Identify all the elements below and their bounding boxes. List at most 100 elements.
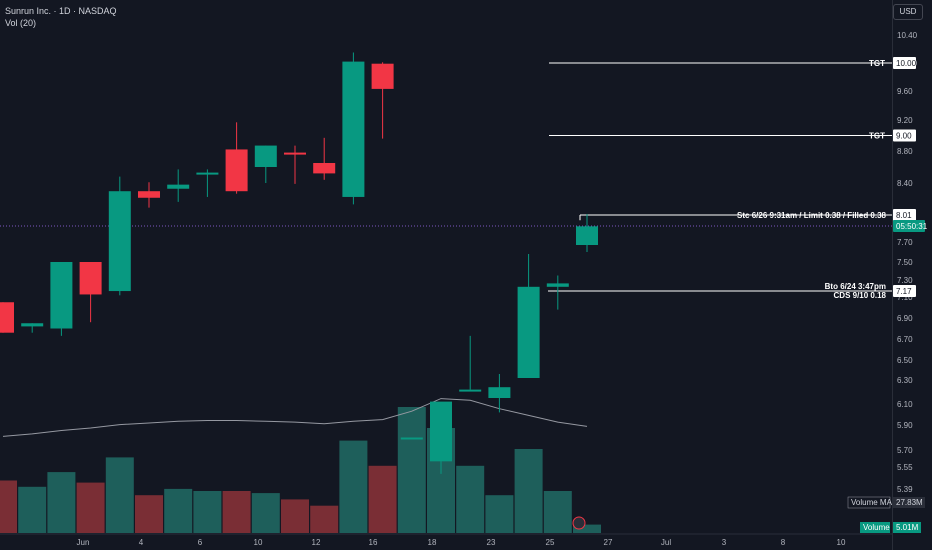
candle-body	[371, 63, 394, 89]
y-tick-label: 7.30	[897, 276, 913, 285]
y-tick-label: 9.20	[897, 116, 913, 125]
y-tick-label: 5.55	[897, 463, 913, 472]
volume-value: 5.01M	[896, 523, 919, 532]
y-tick-label: 9.60	[897, 87, 913, 96]
x-tick-label: 23	[487, 538, 496, 547]
x-tick-label: 16	[369, 538, 378, 547]
volume-bar	[105, 457, 134, 533]
x-tick-label: 10	[254, 538, 263, 547]
volume-ma-label: Volume MA	[851, 498, 893, 507]
y-tick-label: 6.90	[897, 314, 913, 323]
y-tick-label: 8.80	[897, 147, 913, 156]
y-tick-label: 6.10	[897, 400, 913, 409]
y-tick-label: 5.70	[897, 446, 913, 455]
x-tick-label: 12	[312, 538, 321, 547]
volume-bar	[397, 407, 426, 533]
volume-bar	[47, 472, 76, 533]
currency-button[interactable]: USD	[893, 4, 923, 20]
volume-label: Volume	[863, 523, 890, 532]
tgt-high-price-tag-bg	[893, 57, 916, 69]
volume-bar	[310, 505, 339, 533]
candle-body	[21, 323, 44, 327]
price-scale-divider	[892, 0, 893, 550]
volume-bar	[573, 524, 601, 533]
volume-bar	[456, 465, 485, 533]
volume-bar	[18, 486, 47, 533]
volume-bar	[135, 495, 163, 533]
x-tick-label: 6	[198, 538, 203, 547]
volume-bar	[164, 488, 193, 533]
x-tick-label: Jun	[77, 538, 90, 547]
candle-body	[167, 184, 190, 189]
x-tick-label: 27	[604, 538, 613, 547]
candle-body	[196, 172, 219, 175]
candle-body	[108, 191, 131, 292]
volume-value-bg	[893, 522, 921, 533]
x-tick-label: 3	[722, 538, 727, 547]
x-tick-label: Jul	[661, 538, 671, 547]
volume-label-bg	[860, 522, 890, 533]
candle-body	[138, 191, 160, 198]
candle-body	[430, 401, 452, 462]
event-marker-icon	[572, 516, 586, 530]
y-tick-label: 7.10	[897, 293, 913, 302]
x-tick-label: 25	[546, 538, 555, 547]
countdown-tag-bg	[893, 220, 925, 232]
volume-bar	[222, 491, 251, 533]
volume-bar	[0, 480, 17, 533]
symbol-title[interactable]: Sunrun Inc. · 1D · NASDAQ	[5, 6, 117, 16]
y-tick-label: 7.70	[897, 238, 913, 247]
candle-body	[0, 302, 14, 333]
cds-label: CDS 9/10 0.18	[834, 291, 887, 300]
tgt-low-price-tag-bg	[893, 129, 916, 142]
candle-body	[284, 152, 306, 155]
bto-price-tag-bg	[893, 285, 916, 298]
chart-legend: Sunrun Inc. · 1D · NASDAQ Vol (20)	[5, 5, 117, 29]
stc-label: Stc 6/26 9:31am / Limit 0.38 / Filled 0.…	[737, 211, 887, 220]
countdown-tag: 05:50:31	[896, 222, 928, 231]
candle-body	[576, 226, 598, 245]
candle-body	[546, 283, 569, 287]
candle-body	[459, 389, 482, 392]
y-tick-label: 6.30	[897, 376, 913, 385]
y-tick-label: 8.40	[897, 179, 913, 188]
x-tick-label: 18	[428, 538, 437, 547]
volume-bar	[514, 449, 543, 533]
tgt-label-low: TGT	[869, 132, 885, 141]
candle-body	[50, 262, 73, 329]
y-tick-label: 10.40	[897, 31, 918, 40]
x-tick-label: 10	[837, 538, 846, 547]
candle-body	[517, 286, 540, 378]
y-tick-label: 7.50	[897, 258, 913, 267]
candle-body	[488, 387, 511, 398]
candle-body	[225, 149, 248, 192]
volume-bar	[251, 493, 280, 533]
volume-ma-value-bg	[893, 497, 925, 508]
bto-price-tag: 7.17	[896, 287, 912, 296]
candle-body	[79, 262, 102, 295]
x-tick-label: 8	[781, 538, 786, 547]
x-tick-label: 4	[139, 538, 144, 547]
candle-body	[254, 145, 277, 167]
stc-price-tag: 8.01	[896, 211, 912, 220]
volume-bar	[193, 491, 222, 533]
candle-body	[400, 437, 423, 440]
candle-body	[313, 163, 336, 174]
tgt-high-price-tag: 10.00	[896, 59, 917, 68]
volume-bar	[76, 482, 105, 533]
volume-bar	[281, 499, 309, 533]
y-tick-label: 5.39	[897, 485, 913, 494]
volume-indicator-title[interactable]: Vol (20)	[5, 18, 37, 28]
y-tick-label: 5.90	[897, 421, 913, 430]
y-tick-label: 6.50	[897, 356, 913, 365]
tgt-low-price-tag: 9.00	[896, 132, 912, 141]
tgt-label-high: TGT	[869, 59, 885, 68]
y-tick-label: 6.70	[897, 335, 913, 344]
candle-body	[342, 61, 365, 197]
volume-ma-value: 27.83M	[896, 498, 923, 507]
stc-price-tag-bg	[893, 209, 916, 221]
volume-bar	[543, 491, 572, 533]
volume-bar	[485, 495, 514, 533]
volume-ma-label-bg	[847, 496, 891, 509]
